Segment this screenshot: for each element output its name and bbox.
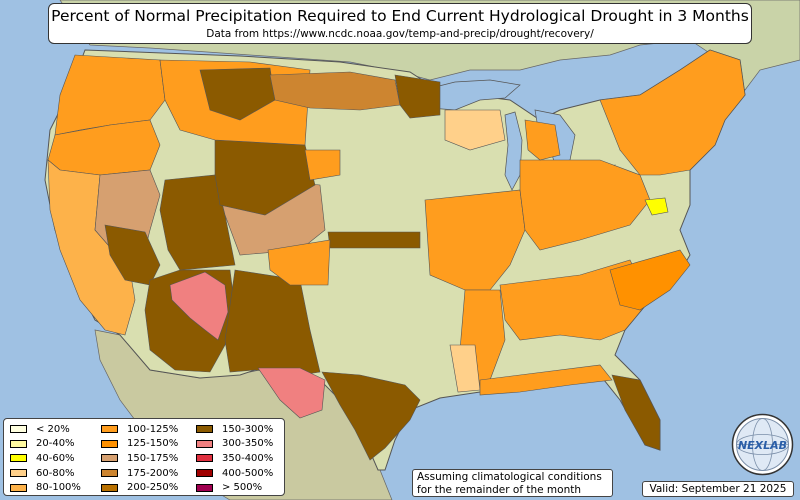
region-montana-brown (199, 67, 276, 121)
region-gulf-coast (479, 364, 613, 396)
legend-item: 40-60% (10, 451, 81, 466)
region-southeast-orange (499, 259, 651, 341)
legend-label: 350-400% (222, 452, 274, 464)
legend-label: 150-175% (127, 452, 179, 464)
legend-swatch (10, 425, 27, 434)
region-arizona-red (169, 271, 229, 341)
region-maryland-yellow (644, 197, 669, 216)
region-northeast-orange (599, 49, 746, 176)
legend-swatch (196, 439, 213, 448)
legend-swatch (196, 425, 213, 434)
legend-label: 125-150% (127, 438, 179, 450)
map-title: Percent of Normal Precipitation Required… (51, 7, 749, 25)
region-nd-mn (269, 71, 401, 111)
legend-item: 200-250% (101, 480, 178, 495)
region-texas-brown (321, 371, 421, 461)
region-california (47, 159, 136, 336)
legend-item: 300-350% (196, 437, 273, 452)
region-michigan-orange (524, 119, 561, 161)
legend-label: 80-100% (36, 482, 81, 494)
legend-swatch (101, 483, 118, 492)
region-kansas-strip (327, 231, 421, 249)
legend-label: 20-40% (36, 438, 75, 450)
legend-label: 100-125% (127, 423, 179, 435)
note-line-2: for the remainder of the month (417, 483, 582, 496)
legend-item: 80-100% (10, 480, 81, 495)
legend-item: 100-125% (101, 422, 178, 437)
legend-item: 150-175% (101, 451, 178, 466)
legend-swatch (101, 439, 118, 448)
legend-swatch (10, 483, 27, 492)
legend-item: 400-500% (196, 466, 273, 481)
legend-swatch (196, 483, 213, 492)
legend-label: 175-200% (127, 467, 179, 479)
map-subtitle: Data from https://www.ncdc.noaa.gov/temp… (206, 28, 594, 40)
drought-regions (47, 49, 746, 461)
legend: < 20% 20-40% 40-60% 60-80% 80-100% 100-1… (3, 418, 285, 496)
legend-label: < 20% (36, 423, 70, 435)
legend-swatch (10, 469, 27, 478)
legend-swatch (10, 439, 27, 448)
legend-swatch (10, 454, 27, 463)
region-northern-mn (394, 74, 441, 119)
legend-item: < 20% (10, 422, 81, 437)
assumption-note: Assuming climatological conditions for t… (412, 469, 613, 497)
lake-michigan (504, 111, 523, 191)
legend-label: 400-500% (222, 467, 274, 479)
legend-item: 350-400% (196, 451, 273, 466)
legend-label: 60-80% (36, 467, 75, 479)
legend-label: > 500% (222, 482, 263, 494)
legend-item: 60-80% (10, 466, 81, 481)
legend-swatch (101, 469, 118, 478)
legend-label: 200-250% (127, 482, 179, 494)
legend-item: > 500% (196, 480, 273, 495)
legend-swatch (101, 454, 118, 463)
region-ohio-valley (519, 159, 651, 251)
region-oklahoma-orange (267, 239, 331, 286)
legend-item: 175-200% (101, 466, 178, 481)
legend-item: 150-300% (196, 422, 273, 437)
legend-swatch (196, 469, 213, 478)
note-line-1: Assuming climatological conditions (417, 471, 602, 483)
legend-label: 150-300% (222, 423, 274, 435)
region-texas-red (257, 367, 326, 419)
legend-item: 125-150% (101, 437, 178, 452)
region-florida-brown (611, 374, 661, 451)
region-plains-light (304, 149, 341, 181)
valid-date: Valid: September 21 2025 (642, 481, 794, 497)
legend-item: 20-40% (10, 437, 81, 452)
legend-swatch (101, 425, 118, 434)
region-wisconsin (444, 109, 506, 151)
globe-logo-icon: NEXLAB (731, 413, 794, 476)
logo-text: NEXLAB (738, 439, 787, 452)
legend-label: 300-350% (222, 438, 274, 450)
legend-label: 40-60% (36, 452, 75, 464)
title-panel: Percent of Normal Precipitation Required… (48, 3, 752, 44)
region-carolinas (609, 249, 691, 311)
legend-swatch (196, 454, 213, 463)
